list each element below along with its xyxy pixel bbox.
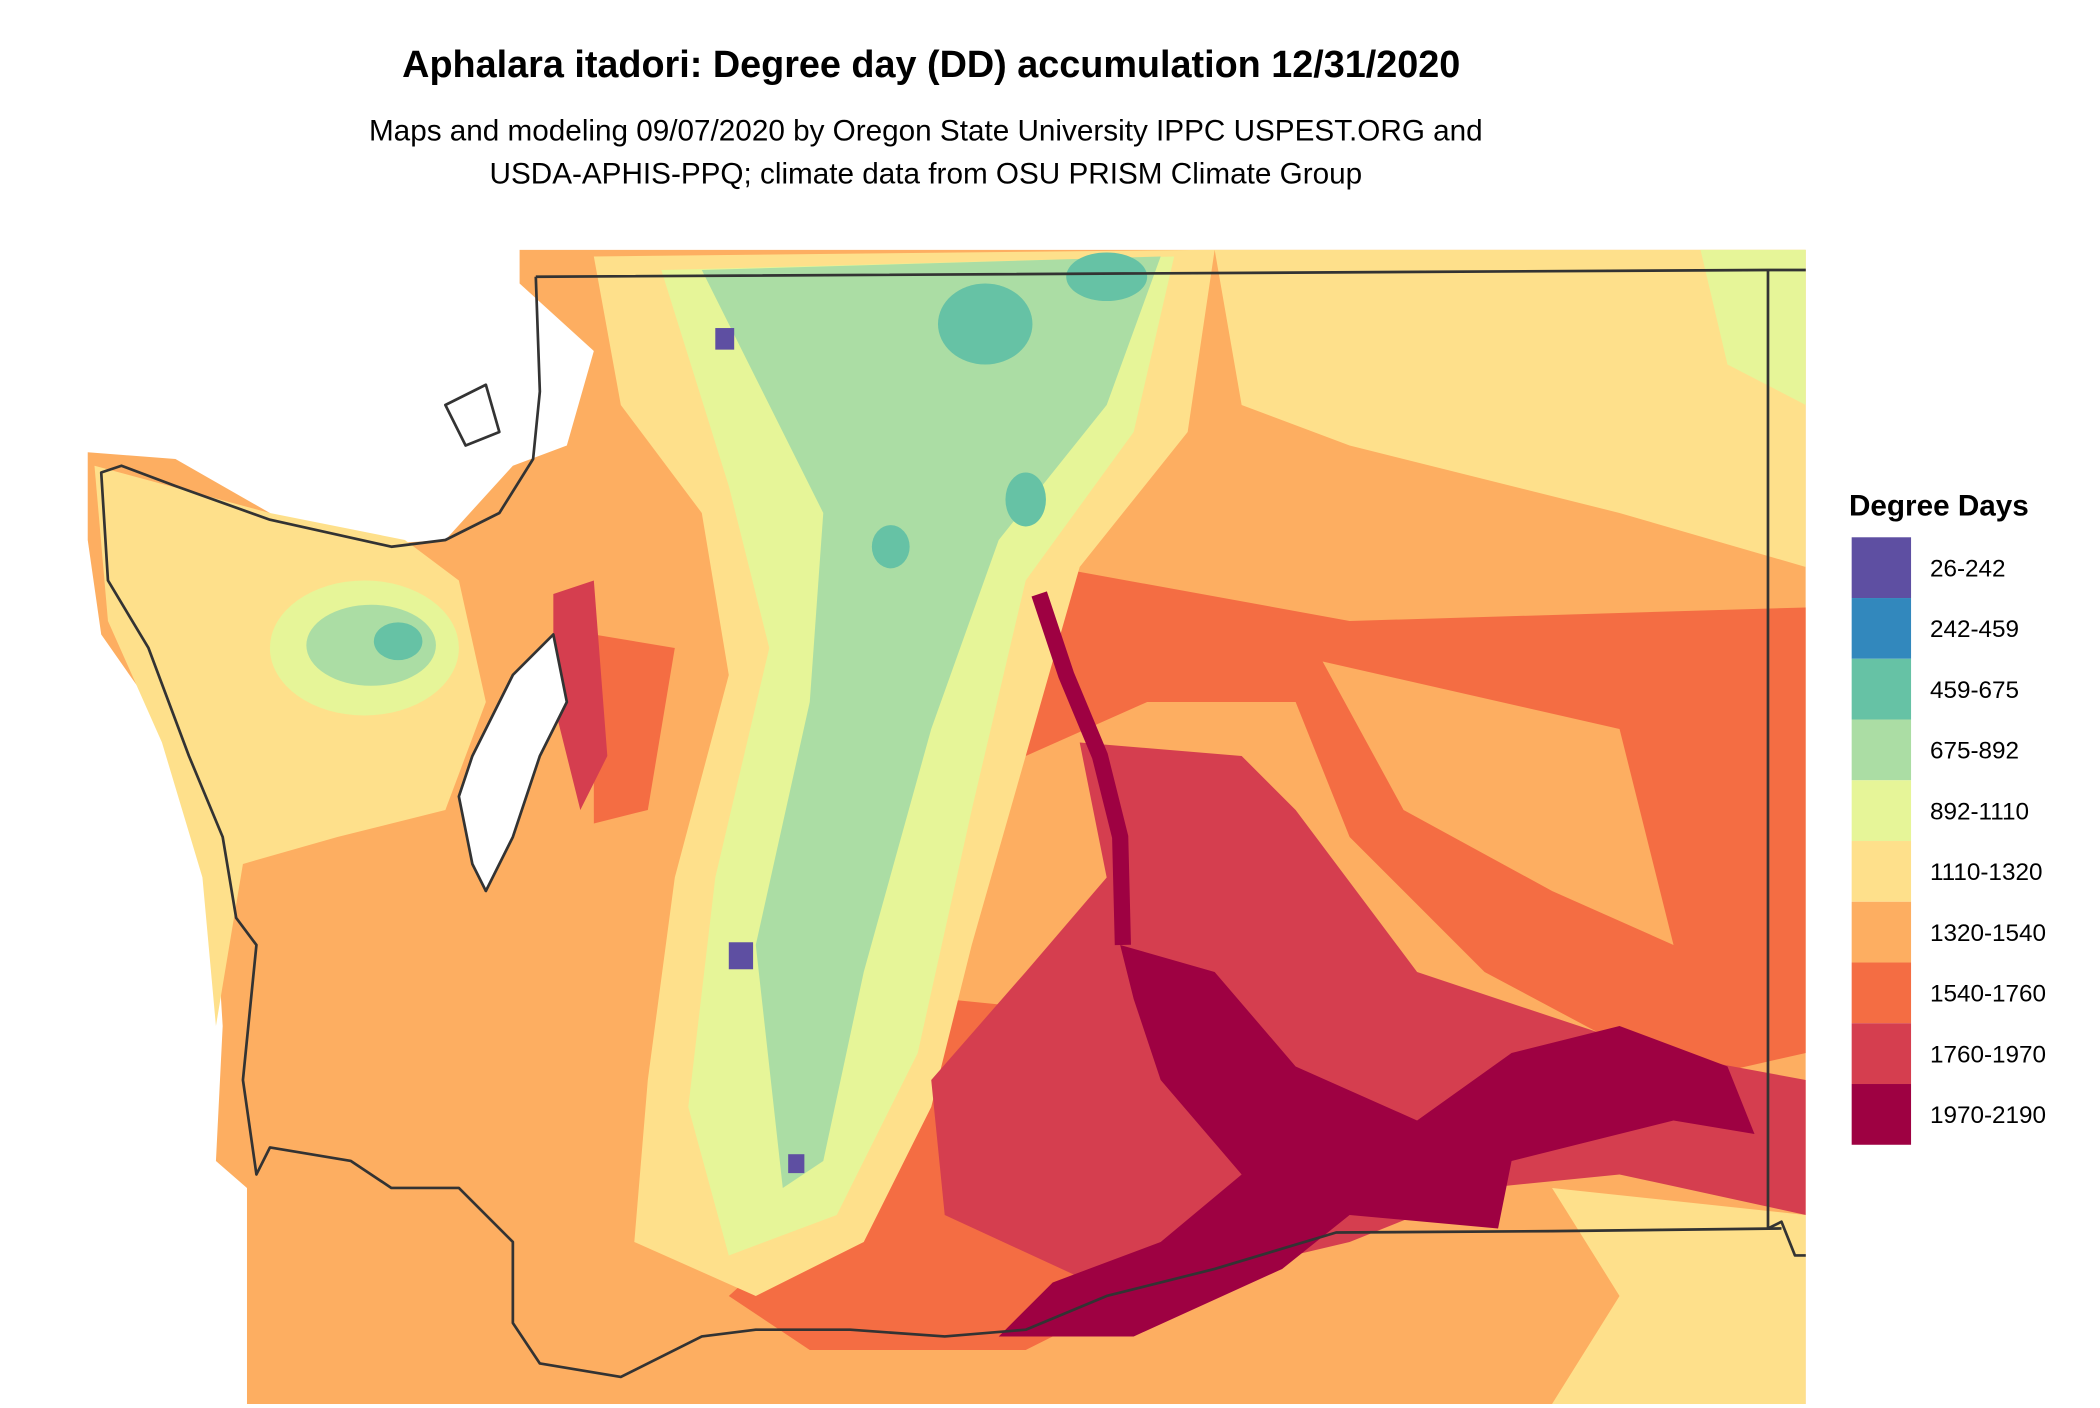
- map-region: [1700, 249, 1806, 405]
- legend-swatch: [1851, 598, 1912, 659]
- map-region: [553, 580, 608, 810]
- legend-swatch: [1851, 1023, 1912, 1085]
- legend-title: Degree Days: [1849, 490, 2029, 523]
- legend-label: 459-675: [1930, 677, 2019, 704]
- legend: 26-242 242-459 459-675 675-892 892-1110 1110-…: [1851, 537, 2046, 1145]
- map-river: [1031, 591, 1131, 946]
- legend-label: 1110-1320: [1930, 859, 2043, 886]
- water: [458, 634, 567, 891]
- map-region: [998, 944, 1755, 1337]
- legend-label: 1320-1540: [1930, 920, 2046, 947]
- legend-label: 892-1110: [1930, 798, 2029, 825]
- map-region: [715, 328, 735, 350]
- legend-label: 1540-1760: [1930, 981, 2046, 1008]
- map-region: [1005, 472, 1046, 527]
- legend-label: 675-892: [1930, 738, 2019, 765]
- legend-label: 242-459: [1930, 616, 2019, 643]
- legend-swatch: [1851, 537, 1912, 599]
- map-region: [1322, 661, 1674, 945]
- legend-swatch: [1851, 901, 1912, 963]
- state-border: [99, 276, 1782, 1379]
- map: [87, 249, 1806, 1404]
- map-region: [871, 525, 910, 569]
- map-region: [788, 1154, 805, 1174]
- map-region: [1025, 566, 1806, 1080]
- legend-label: 26-242: [1930, 555, 2006, 582]
- water-outline: [457, 633, 569, 893]
- legend-label: 1970-2190: [1930, 1102, 2046, 1129]
- map-region: [1214, 249, 1806, 567]
- map-region: [937, 283, 1033, 365]
- map-subtitle: Maps and modeling 09/07/2020 by Oregon S…: [369, 114, 1483, 147]
- water-outline: [444, 383, 501, 447]
- map-region: [593, 634, 675, 824]
- map-region: [1552, 1187, 1806, 1404]
- legend-swatch: [1851, 719, 1912, 781]
- legend-swatch: [1851, 658, 1912, 720]
- map-region: [701, 256, 1161, 1188]
- legend-label: 1760-1970: [1930, 1041, 2046, 1068]
- state-border: [1766, 269, 1806, 1257]
- legend-swatch: [1851, 1084, 1912, 1145]
- map-region: [931, 742, 1806, 1296]
- legend-swatch: [1851, 962, 1912, 1024]
- legend-swatch: [1851, 780, 1912, 842]
- map-region: [1066, 252, 1148, 302]
- map-subtitle: USDA-APHIS-PPQ; climate data from OSU PR…: [490, 158, 1363, 191]
- legend-swatch: [1851, 841, 1912, 902]
- map-title: Aphalara itadori: Degree day (DD) accumu…: [402, 44, 1460, 86]
- map-region: [728, 942, 754, 970]
- map-region: [373, 622, 423, 661]
